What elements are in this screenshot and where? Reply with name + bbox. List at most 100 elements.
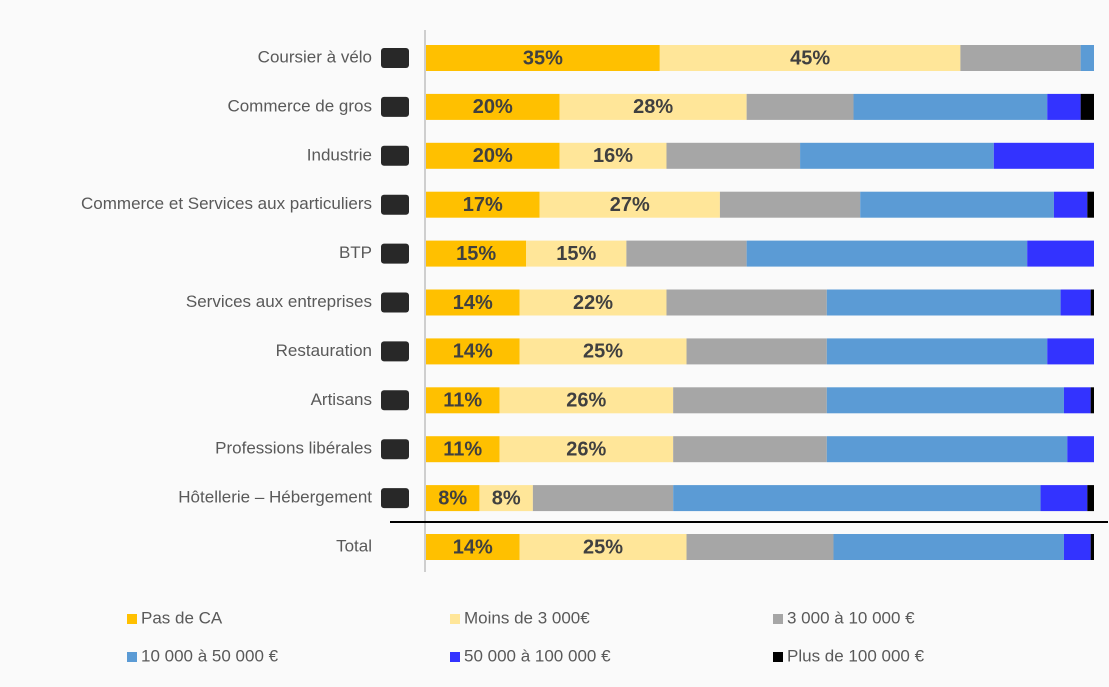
legend-label: 50 000 à 100 000 € <box>464 646 611 665</box>
data-label: 17% <box>463 194 503 216</box>
bar-segment <box>993 142 1094 169</box>
data-label: 45% <box>790 47 830 69</box>
category-label: Hôtellerie – Hébergement <box>178 488 372 507</box>
bar-segment <box>1027 240 1094 267</box>
bar-segment <box>833 534 1064 560</box>
data-label: 8% <box>492 487 521 509</box>
category-label: Commerce de gros <box>227 96 372 115</box>
bar-segment <box>673 436 827 463</box>
legend-label: Plus de 100 000 € <box>787 646 925 665</box>
bar-segment <box>426 436 500 463</box>
bar-segment <box>686 338 827 365</box>
bar-segment <box>479 485 533 512</box>
data-label: 11% <box>443 438 482 460</box>
bar-segment <box>426 534 520 560</box>
bar-segment <box>559 142 667 169</box>
bar-segment <box>1063 387 1091 414</box>
bar-segment <box>826 289 1061 316</box>
category-icon <box>381 145 409 166</box>
bar-segment <box>532 485 674 512</box>
legend-swatch <box>127 614 137 624</box>
bar-segment <box>746 240 1028 267</box>
bar-segment <box>426 191 540 218</box>
bar-segment <box>499 387 674 414</box>
legend-swatch <box>773 652 783 662</box>
bar-segment <box>666 142 801 169</box>
bar-segment <box>426 485 480 512</box>
data-label: 22% <box>573 292 613 314</box>
legend-label: 10 000 à 50 000 € <box>141 646 279 665</box>
category-icon <box>381 194 409 215</box>
bar-segment <box>1080 45 1094 71</box>
category-label: Commerce et Services aux particuliers <box>81 194 372 213</box>
data-label: 25% <box>583 536 623 558</box>
bar-segment <box>626 240 747 267</box>
bar-segment <box>746 93 854 120</box>
bar-segment <box>519 289 667 316</box>
bar-segment <box>719 191 861 218</box>
bar-segment <box>1063 534 1091 560</box>
bar-segment <box>539 191 720 218</box>
bar-segment <box>800 142 994 169</box>
bar-segment <box>1047 338 1094 365</box>
data-label: 16% <box>593 145 633 167</box>
bar-segment <box>1087 485 1094 512</box>
bar-segment <box>960 45 1081 71</box>
data-label: 8% <box>438 487 467 509</box>
bar-segment <box>666 289 827 316</box>
data-label: 20% <box>473 145 513 167</box>
category-icon <box>381 390 409 411</box>
bar-segment <box>673 387 827 414</box>
bar-segment <box>426 289 520 316</box>
bar-segment <box>826 436 1068 463</box>
bar-segment <box>1040 485 1088 512</box>
data-label: 25% <box>583 341 623 363</box>
bar-segment <box>860 191 1054 218</box>
bar-segment <box>526 240 627 267</box>
bar-segment <box>1060 289 1091 316</box>
bar-segment <box>426 93 560 120</box>
bar-segment <box>673 485 1041 512</box>
data-label: 14% <box>453 341 493 363</box>
bar-segment <box>559 93 747 120</box>
bar-segment <box>826 387 1064 414</box>
data-label: 35% <box>523 47 563 69</box>
category-label: Artisans <box>311 390 372 409</box>
bar-segment <box>1053 191 1088 218</box>
data-label: 26% <box>566 438 606 460</box>
bar-segment <box>499 436 674 463</box>
category-icon <box>381 488 409 509</box>
category-label: Coursier à vélo <box>258 47 372 66</box>
bar-segment <box>426 387 500 414</box>
bar-segment <box>426 142 560 169</box>
legend-label: Pas de CA <box>141 608 223 627</box>
data-label: 11% <box>443 390 482 412</box>
data-label: 14% <box>453 536 493 558</box>
legend-swatch <box>450 614 460 624</box>
category-label: Industrie <box>307 145 372 164</box>
bar-segment <box>1090 289 1094 316</box>
data-label: 26% <box>566 390 606 412</box>
bar-segment <box>426 45 660 71</box>
bar-segment <box>1047 93 1081 120</box>
legend-swatch <box>450 652 460 662</box>
category-label: Total <box>336 536 372 555</box>
bar-segment <box>519 534 687 560</box>
category-icon <box>381 292 409 313</box>
category-icon <box>381 48 409 68</box>
data-label: 14% <box>453 292 493 314</box>
bar-segment <box>1090 534 1094 560</box>
legend-label: Moins de 3 000€ <box>464 608 590 627</box>
bar-segment <box>1090 387 1094 414</box>
bar-segment <box>1067 436 1094 463</box>
category-icon <box>381 96 409 117</box>
data-label: 28% <box>633 96 673 118</box>
bar-segment <box>426 338 520 365</box>
data-label: 20% <box>473 96 513 118</box>
category-icon <box>381 439 409 460</box>
bar-segment <box>1087 191 1094 218</box>
bar-segment <box>659 45 961 71</box>
legend-swatch <box>773 614 783 624</box>
bar-segment <box>686 534 834 560</box>
